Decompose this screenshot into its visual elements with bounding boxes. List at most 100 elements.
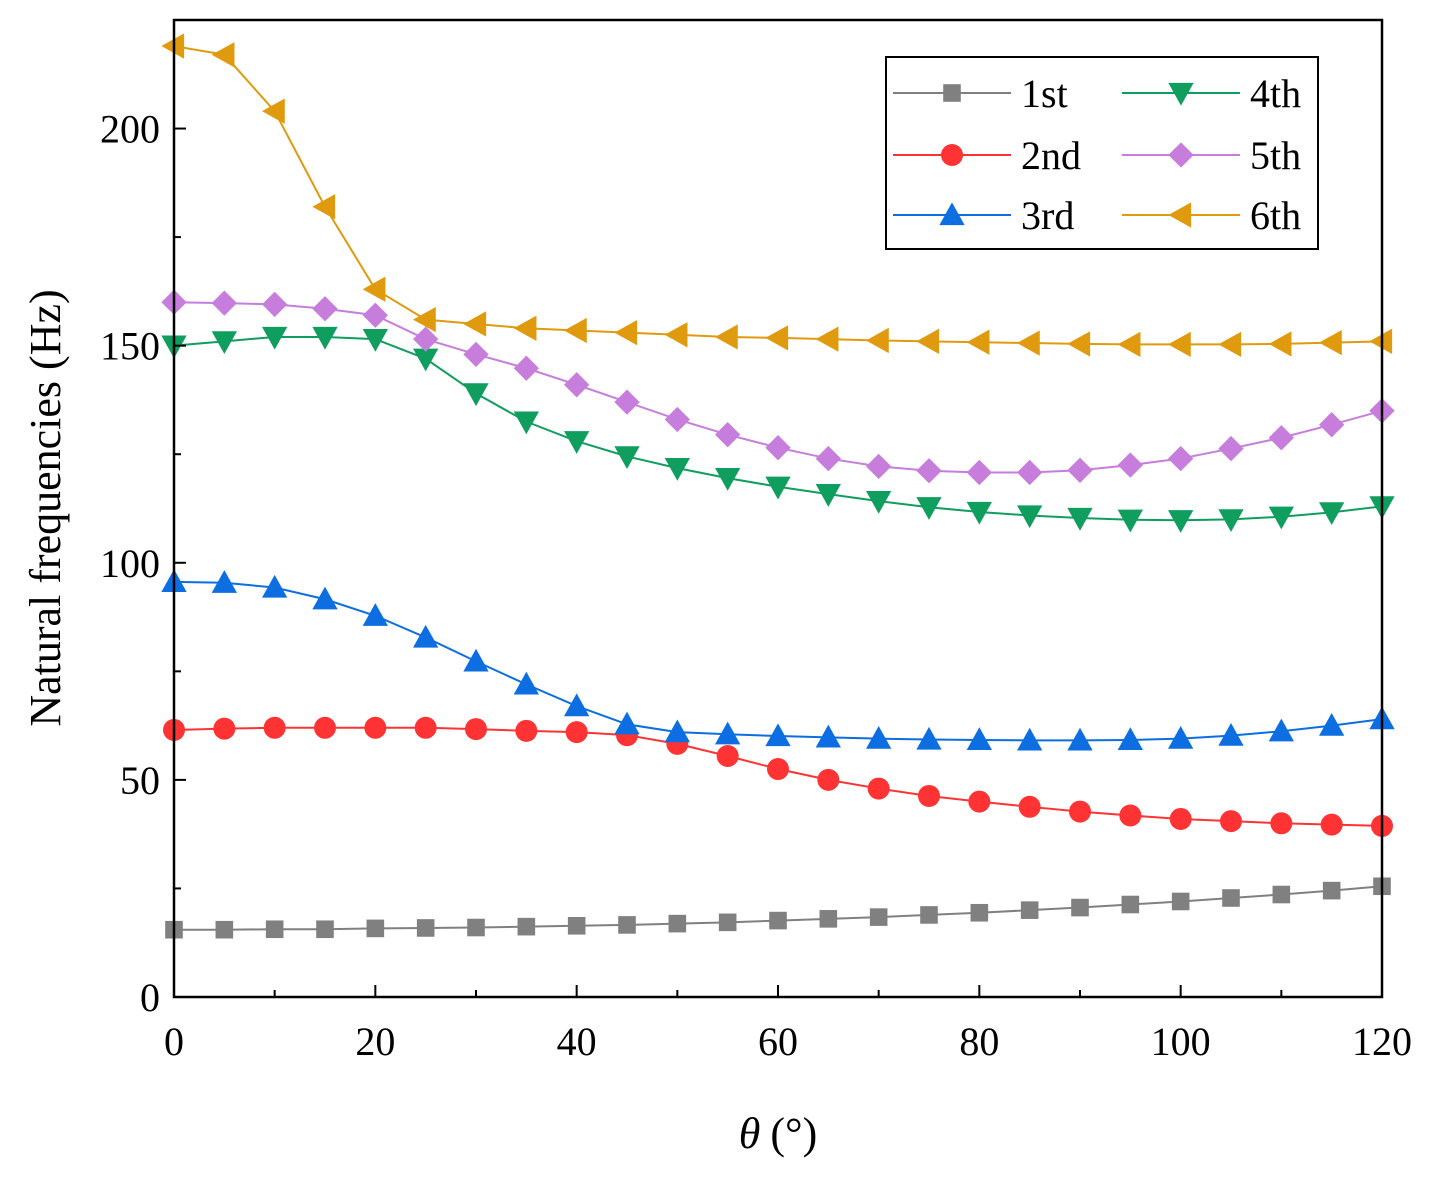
data-point-1st bbox=[970, 903, 989, 922]
data-point-2nd bbox=[918, 784, 940, 807]
data-point-6th bbox=[1067, 331, 1091, 357]
data-point-2nd bbox=[414, 716, 437, 739]
data-point-4th bbox=[765, 476, 791, 500]
legend-item-1st: 1st bbox=[893, 71, 1068, 116]
data-point-1st bbox=[1020, 901, 1039, 919]
legend-marker-4th bbox=[1168, 82, 1194, 106]
data-point-5th bbox=[815, 445, 841, 472]
data-point-4th bbox=[614, 446, 640, 470]
data-point-6th bbox=[966, 329, 990, 355]
data-point-3rd bbox=[715, 721, 741, 745]
data-point-3rd bbox=[1218, 722, 1244, 746]
data-point-6th bbox=[1218, 331, 1242, 358]
legend-marker-6th bbox=[1168, 202, 1192, 228]
legend-label: 1st bbox=[1021, 71, 1068, 116]
data-point-6th bbox=[513, 315, 537, 341]
data-point-1st bbox=[718, 913, 737, 932]
data-point-1st bbox=[316, 920, 334, 939]
data-point-3rd bbox=[815, 724, 841, 748]
data-point-5th bbox=[866, 453, 892, 480]
data-point-3rd bbox=[413, 624, 439, 648]
data-point-6th bbox=[362, 276, 386, 302]
data-point-5th bbox=[1067, 457, 1093, 483]
series-1st bbox=[165, 877, 1391, 939]
data-point-3rd bbox=[211, 570, 237, 593]
data-point-5th bbox=[765, 435, 791, 461]
y-tick-label: 50 bbox=[120, 758, 160, 803]
data-point-2nd bbox=[1069, 800, 1091, 823]
data-point-5th bbox=[664, 406, 690, 433]
x-tick-label: 60 bbox=[758, 1019, 798, 1064]
data-point-4th bbox=[815, 484, 841, 507]
data-point-3rd bbox=[463, 648, 489, 672]
legend-label: 6th bbox=[1250, 193, 1301, 238]
legend-item-3rd: 3rd bbox=[893, 193, 1074, 238]
x-tick-label: 120 bbox=[1352, 1019, 1412, 1064]
data-point-6th bbox=[866, 327, 889, 354]
data-point-4th bbox=[1017, 505, 1043, 529]
data-point-1st bbox=[517, 917, 536, 936]
legend-marker-3rd bbox=[939, 202, 965, 226]
data-point-4th bbox=[463, 383, 489, 407]
data-point-3rd bbox=[916, 726, 942, 750]
data-point-4th bbox=[866, 490, 892, 514]
data-point-6th bbox=[815, 326, 839, 352]
data-point-1st bbox=[1272, 885, 1291, 904]
data-point-5th bbox=[1168, 445, 1194, 472]
data-point-5th bbox=[1319, 412, 1345, 438]
data-point-5th bbox=[1268, 425, 1294, 451]
data-point-1st bbox=[920, 906, 938, 924]
data-point-2nd bbox=[364, 716, 387, 739]
data-point-4th bbox=[564, 431, 590, 454]
series-3rd bbox=[161, 569, 1395, 751]
data-point-1st bbox=[467, 918, 485, 937]
data-point-1st bbox=[366, 919, 385, 938]
data-point-6th bbox=[564, 317, 587, 344]
x-tick-label: 100 bbox=[1151, 1019, 1211, 1064]
legend-item-5th: 5th bbox=[1122, 133, 1301, 178]
data-point-3rd bbox=[513, 671, 539, 695]
data-point-2nd bbox=[515, 719, 538, 742]
data-point-2nd bbox=[213, 717, 236, 740]
data-point-3rd bbox=[564, 693, 590, 717]
data-point-6th bbox=[664, 322, 688, 348]
data-point-5th bbox=[715, 422, 741, 448]
data-point-2nd bbox=[1169, 807, 1192, 830]
data-point-2nd bbox=[716, 745, 739, 768]
data-point-3rd bbox=[866, 725, 892, 749]
data-point-3rd bbox=[1017, 727, 1043, 751]
legend-marker-2nd bbox=[941, 144, 963, 166]
data-point-2nd bbox=[1119, 804, 1142, 827]
data-point-6th bbox=[1319, 329, 1342, 356]
data-point-6th bbox=[463, 311, 487, 337]
data-point-4th bbox=[916, 497, 942, 520]
data-point-4th bbox=[413, 348, 439, 372]
y-tick-label: 200 bbox=[100, 107, 160, 152]
data-point-6th bbox=[161, 33, 185, 59]
data-point-1st bbox=[567, 916, 586, 935]
data-point-6th bbox=[1168, 331, 1191, 358]
data-point-3rd bbox=[362, 603, 388, 626]
x-tick-label: 40 bbox=[557, 1019, 597, 1064]
data-point-5th bbox=[513, 355, 539, 381]
series-4th bbox=[161, 326, 1395, 533]
legend-item-6th: 6th bbox=[1122, 193, 1301, 238]
legend-item-4th: 4th bbox=[1122, 71, 1301, 116]
data-point-2nd bbox=[1018, 795, 1041, 818]
data-point-1st bbox=[869, 908, 888, 926]
data-point-5th bbox=[966, 459, 992, 486]
data-point-3rd bbox=[1117, 727, 1143, 751]
legend: 1st 2nd 3rd 4th 5th 6th bbox=[885, 56, 1319, 250]
data-point-1st bbox=[668, 914, 687, 933]
data-point-2nd bbox=[767, 758, 789, 781]
data-point-4th bbox=[664, 457, 690, 481]
series-5th bbox=[161, 289, 1395, 486]
data-point-3rd bbox=[312, 586, 338, 610]
data-point-4th bbox=[1319, 502, 1345, 526]
data-point-1st bbox=[1322, 881, 1341, 900]
data-point-1st bbox=[618, 916, 636, 934]
y-axis-title: Natural frequencies (Hz) bbox=[21, 289, 70, 726]
data-point-5th bbox=[463, 341, 489, 368]
data-point-4th bbox=[1117, 509, 1143, 533]
legend-marker-5th bbox=[1168, 142, 1194, 168]
